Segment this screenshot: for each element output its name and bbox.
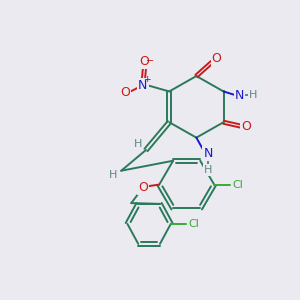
Text: H: H	[249, 90, 257, 100]
Text: O: O	[241, 120, 251, 133]
Text: O: O	[120, 86, 130, 100]
Text: O: O	[212, 52, 221, 65]
Text: O: O	[138, 181, 148, 194]
Text: O: O	[140, 55, 149, 68]
Text: H: H	[109, 170, 117, 180]
Text: −: −	[146, 56, 154, 66]
Text: N: N	[235, 89, 244, 102]
Text: +: +	[143, 75, 151, 84]
Text: Cl: Cl	[189, 219, 200, 229]
Text: H: H	[204, 165, 212, 175]
Text: N: N	[138, 79, 148, 92]
Text: H: H	[134, 139, 142, 149]
Text: Cl: Cl	[232, 180, 243, 190]
Text: N: N	[203, 147, 213, 160]
